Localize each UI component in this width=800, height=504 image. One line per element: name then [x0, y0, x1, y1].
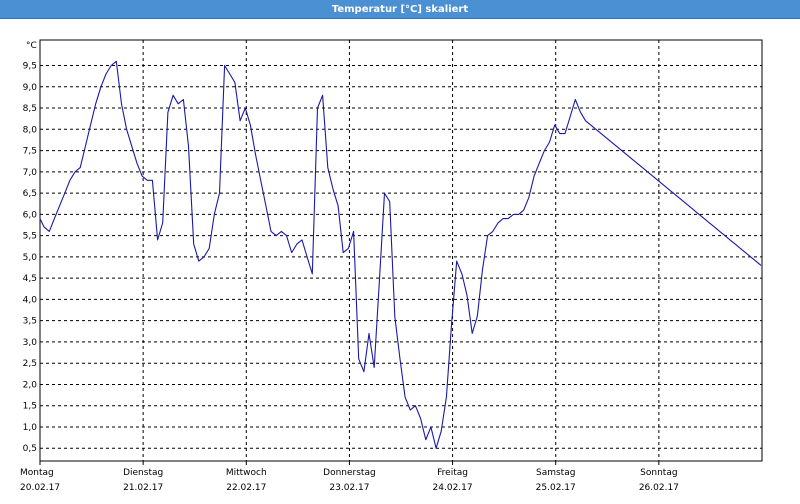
- y-axis-unit-label: °C: [26, 41, 37, 51]
- grid: [40, 40, 762, 461]
- plot-frame: [39, 39, 763, 462]
- y-tick-label: 8,5: [23, 104, 37, 114]
- x-tick-label-day: Samstag: [536, 468, 575, 478]
- chart-title-bar: Temperatur [°C] skaliert: [0, 0, 800, 19]
- temperature-series-line: [39, 60, 762, 449]
- chart-area: 0,5 1,0 1,5 2,0 2,5 3,0 3,5 4,0 4,5 5,0 5,5 6,0 6,5 7…: [0, 19, 800, 500]
- y-tick-label: 4,5: [23, 274, 37, 284]
- y-tick-label: 0,5: [23, 444, 37, 454]
- y-tick-label: 2,0: [23, 380, 38, 390]
- x-tick-label-date: 24.02.17: [433, 483, 473, 493]
- x-tick-label-day: Dienstag: [123, 468, 163, 478]
- axes: [39, 39, 763, 465]
- x-tick-label-day: Freitag: [437, 468, 468, 478]
- y-tick-label: 1,5: [23, 402, 37, 412]
- x-tick-label-day: Mittwoch: [226, 468, 267, 478]
- x-tick-label-day: Montag: [20, 468, 54, 478]
- x-tick-label-date: 25.02.17: [536, 483, 576, 493]
- y-tick-label: 7,0: [23, 168, 38, 178]
- y-tick-label: 9,5: [23, 62, 37, 72]
- y-tick-label: 5,0: [23, 253, 38, 263]
- y-tick-label: 4,0: [23, 295, 38, 305]
- y-tick-label: 2,5: [23, 359, 37, 369]
- y-tick-label: 9,0: [23, 83, 38, 93]
- series-layer: [39, 60, 762, 449]
- x-tick-label-date: 20.02.17: [20, 483, 60, 493]
- y-tick-label: 3,0: [23, 338, 38, 348]
- y-tick-label: 8,0: [23, 125, 38, 135]
- y-tick-label: 1,0: [23, 423, 38, 433]
- temperature-line-chart: 0,5 1,0 1,5 2,0 2,5 3,0 3,5 4,0 4,5 5,0 5,5 6,0 6,5 7…: [20, 39, 763, 493]
- y-tick-label: 6,0: [23, 210, 38, 220]
- y-tick-label: 5,5: [23, 232, 37, 242]
- x-tick-label-day: Sonntag: [640, 468, 677, 478]
- x-tick-label-date: 21.02.17: [123, 483, 163, 493]
- tick-labels: 0,5 1,0 1,5 2,0 2,5 3,0 3,5 4,0 4,5 5,0 5,5 6,0 6,5 7…: [20, 41, 679, 493]
- y-tick-label: 7,5: [23, 147, 37, 157]
- y-tick-label: 3,5: [23, 317, 37, 327]
- y-tick-label: 6,5: [23, 189, 37, 199]
- x-tick-label-date: 22.02.17: [226, 483, 266, 493]
- x-tick-label-day: Donnerstag: [323, 468, 376, 478]
- x-tick-label-date: 26.02.17: [639, 483, 679, 493]
- x-tick-label-date: 23.02.17: [329, 483, 369, 493]
- chart-title: Temperatur [°C] skaliert: [331, 3, 469, 15]
